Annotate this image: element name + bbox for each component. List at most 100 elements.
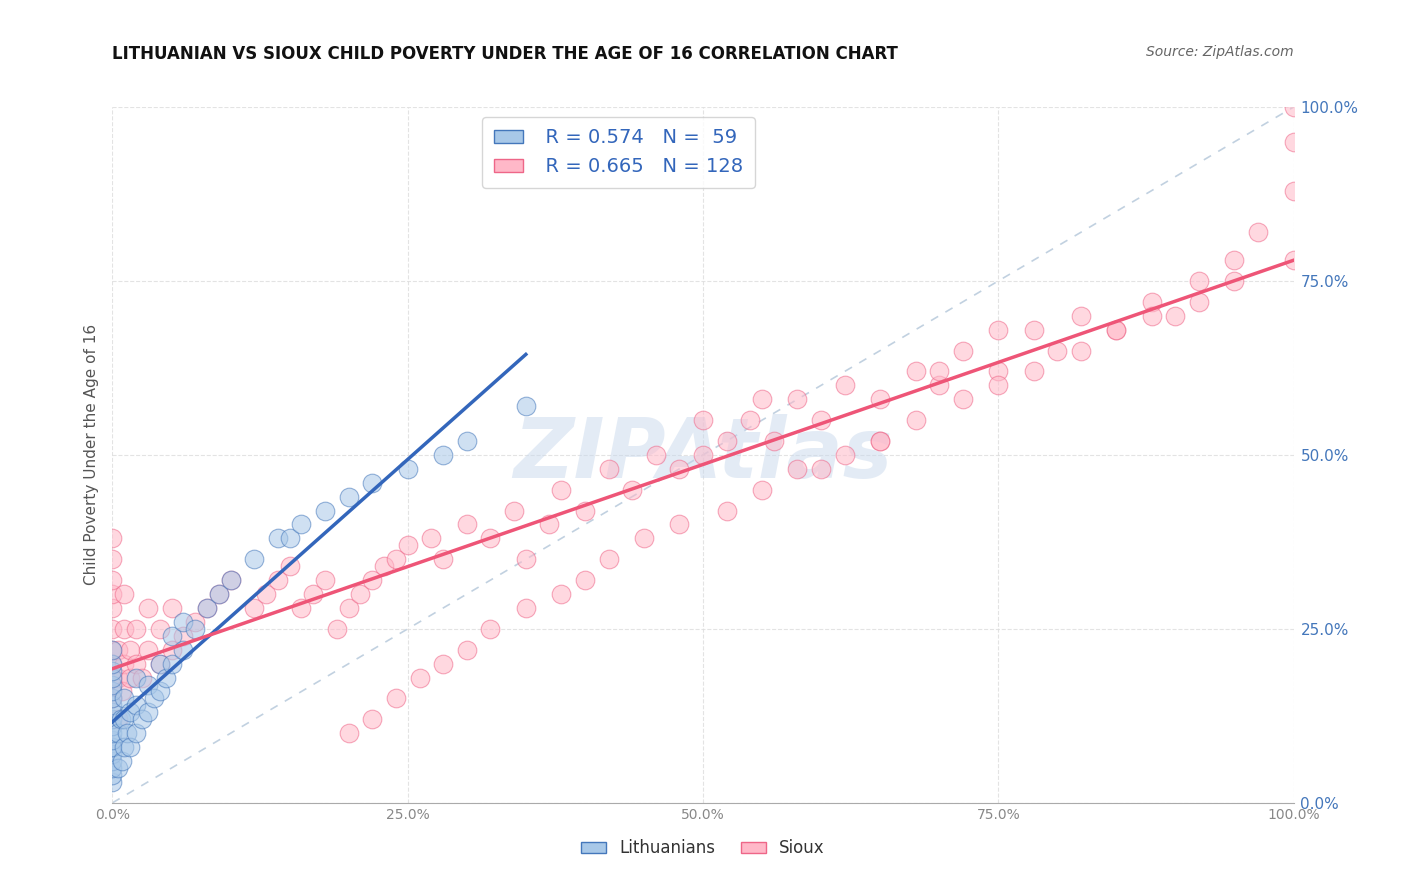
- Point: [112, 712, 135, 726]
- Point: [314, 503, 336, 517]
- Point: [101, 587, 124, 601]
- Point: [101, 622, 124, 636]
- Point: [810, 413, 832, 427]
- Point: [125, 671, 148, 685]
- Point: [160, 657, 183, 671]
- Point: [786, 392, 808, 407]
- Point: [278, 532, 301, 546]
- Point: [112, 740, 135, 755]
- Point: [125, 622, 148, 636]
- Point: [1223, 274, 1246, 288]
- Point: [149, 657, 172, 671]
- Point: [349, 587, 371, 601]
- Point: [396, 538, 419, 552]
- Point: [987, 378, 1010, 392]
- Point: [904, 364, 927, 378]
- Point: [112, 587, 135, 601]
- Point: [420, 532, 443, 546]
- Point: [385, 552, 408, 566]
- Point: [786, 462, 808, 476]
- Legend: Lithuanians, Sioux: Lithuanians, Sioux: [575, 833, 831, 864]
- Point: [574, 503, 596, 517]
- Point: [408, 671, 430, 685]
- Point: [142, 691, 165, 706]
- Point: [107, 671, 129, 685]
- Point: [101, 664, 124, 678]
- Point: [101, 719, 124, 733]
- Point: [928, 364, 950, 378]
- Point: [1223, 253, 1246, 268]
- Point: [302, 587, 325, 601]
- Point: [112, 622, 135, 636]
- Point: [716, 503, 738, 517]
- Point: [456, 517, 478, 532]
- Point: [361, 573, 384, 587]
- Point: [107, 712, 129, 726]
- Point: [254, 587, 277, 601]
- Point: [1282, 135, 1305, 149]
- Point: [598, 462, 620, 476]
- Point: [160, 642, 183, 657]
- Point: [172, 615, 194, 629]
- Point: [101, 677, 124, 691]
- Point: [101, 698, 124, 713]
- Point: [598, 552, 620, 566]
- Point: [290, 517, 312, 532]
- Point: [195, 601, 218, 615]
- Point: [644, 448, 666, 462]
- Point: [1022, 323, 1045, 337]
- Point: [101, 740, 124, 755]
- Point: [101, 684, 124, 698]
- Point: [107, 761, 129, 775]
- Point: [751, 392, 773, 407]
- Point: [869, 434, 891, 448]
- Point: [131, 712, 153, 726]
- Point: [869, 392, 891, 407]
- Point: [101, 712, 124, 726]
- Point: [503, 503, 526, 517]
- Point: [385, 691, 408, 706]
- Point: [219, 573, 242, 587]
- Point: [432, 657, 454, 671]
- Point: [136, 642, 159, 657]
- Point: [621, 483, 644, 497]
- Point: [479, 532, 502, 546]
- Point: [515, 552, 537, 566]
- Point: [326, 622, 349, 636]
- Point: [120, 642, 142, 657]
- Point: [107, 726, 129, 740]
- Point: [810, 462, 832, 476]
- Point: [120, 671, 142, 685]
- Point: [112, 691, 135, 706]
- Point: [337, 490, 360, 504]
- Point: [373, 559, 395, 574]
- Point: [243, 601, 266, 615]
- Point: [834, 448, 856, 462]
- Point: [314, 573, 336, 587]
- Point: [1070, 309, 1092, 323]
- Point: [111, 754, 134, 768]
- Point: [101, 671, 124, 685]
- Point: [740, 413, 762, 427]
- Point: [1164, 309, 1187, 323]
- Point: [101, 657, 124, 671]
- Point: [136, 706, 159, 720]
- Point: [928, 378, 950, 392]
- Point: [112, 657, 135, 671]
- Point: [101, 691, 124, 706]
- Point: [101, 601, 124, 615]
- Point: [149, 684, 172, 698]
- Point: [101, 706, 124, 720]
- Point: [550, 483, 572, 497]
- Point: [136, 601, 159, 615]
- Point: [131, 671, 153, 685]
- Point: [120, 740, 142, 755]
- Point: [834, 378, 856, 392]
- Point: [1188, 274, 1211, 288]
- Point: [149, 657, 172, 671]
- Point: [574, 573, 596, 587]
- Point: [432, 448, 454, 462]
- Point: [456, 642, 478, 657]
- Point: [1188, 294, 1211, 309]
- Point: [1070, 343, 1092, 358]
